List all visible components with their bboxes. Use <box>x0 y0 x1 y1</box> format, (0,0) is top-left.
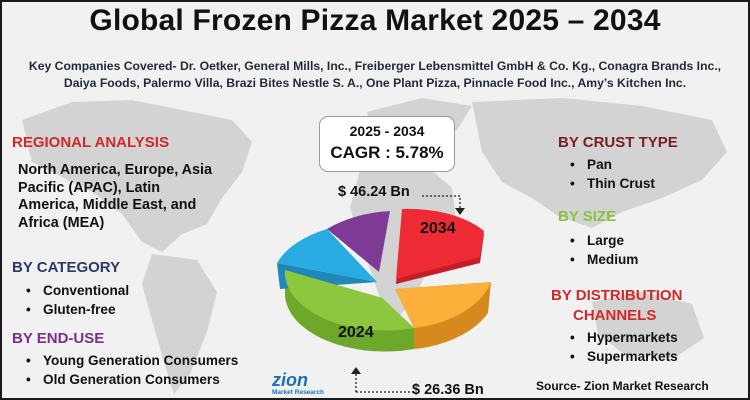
distribution-list: Hypermarkets Supermarkets <box>562 329 678 366</box>
start-value-label: $ 26.36 Bn <box>412 382 484 398</box>
end-year-label: 2034 <box>420 220 456 237</box>
pie-slice-blue <box>277 229 377 282</box>
end-value-pointer <box>422 195 465 215</box>
cagr-box: 2025 - 2034 CAGR : 5.78% <box>319 116 455 172</box>
cagr-value: CAGR : 5.78% <box>330 143 444 162</box>
list-item: Young Generation Consumers <box>18 352 238 371</box>
size-list: Large Medium <box>562 232 638 269</box>
end-use-list: Young Generation Consumers Old Generatio… <box>18 352 238 389</box>
list-item: Pan <box>562 156 655 175</box>
zion-logo: zion Market Research <box>272 370 334 398</box>
logo-brand: zion <box>272 370 308 390</box>
list-item: Hypermarkets <box>562 329 678 348</box>
pie-graphic <box>277 208 491 352</box>
cagr-range: 2025 - 2034 <box>349 123 425 139</box>
source-label: Source- Zion Market Research <box>536 379 709 393</box>
start-year-label: 2024 <box>338 324 374 341</box>
end-value-label: $ 46.24 Bn <box>338 184 410 200</box>
distribution-heading-line1: BY DISTRIBUTION <box>551 287 683 304</box>
category-heading: BY CATEGORY <box>12 259 121 276</box>
pie-slice-red <box>396 208 484 279</box>
distribution-heading-line2: CHANNELS <box>573 307 657 324</box>
list-item: Gluten-free <box>18 301 129 320</box>
crust-list: Pan Thin Crust <box>562 156 655 193</box>
list-item: Thin Crust <box>562 175 655 194</box>
size-heading: BY SIZE <box>558 208 617 225</box>
list-item: Supermarkets <box>562 348 678 367</box>
list-item: Conventional <box>18 282 129 301</box>
key-companies: Key Companies Covered- Dr. Oetker, Gener… <box>28 59 722 90</box>
list-item: Medium <box>562 251 638 270</box>
crust-heading: BY CRUST TYPE <box>558 134 678 151</box>
logo-subtitle: Market Research <box>272 389 325 396</box>
list-item: Old Generation Consumers <box>18 371 238 390</box>
page-title: Global Frozen Pizza Market 2025 – 2034 <box>89 4 661 37</box>
category-list: Conventional Gluten-free <box>18 282 129 319</box>
list-item: Large <box>562 232 638 251</box>
start-value-pointer <box>351 367 414 393</box>
regional-heading: REGIONAL ANALYSIS <box>12 134 169 151</box>
pie-slice-purple <box>327 211 390 272</box>
pie-slice-green <box>284 270 414 331</box>
pie-slice-orange <box>395 282 491 328</box>
end-use-heading: BY END-USE <box>12 330 105 347</box>
regional-text: North America, Europe, Asia Pacific (APA… <box>18 162 213 231</box>
